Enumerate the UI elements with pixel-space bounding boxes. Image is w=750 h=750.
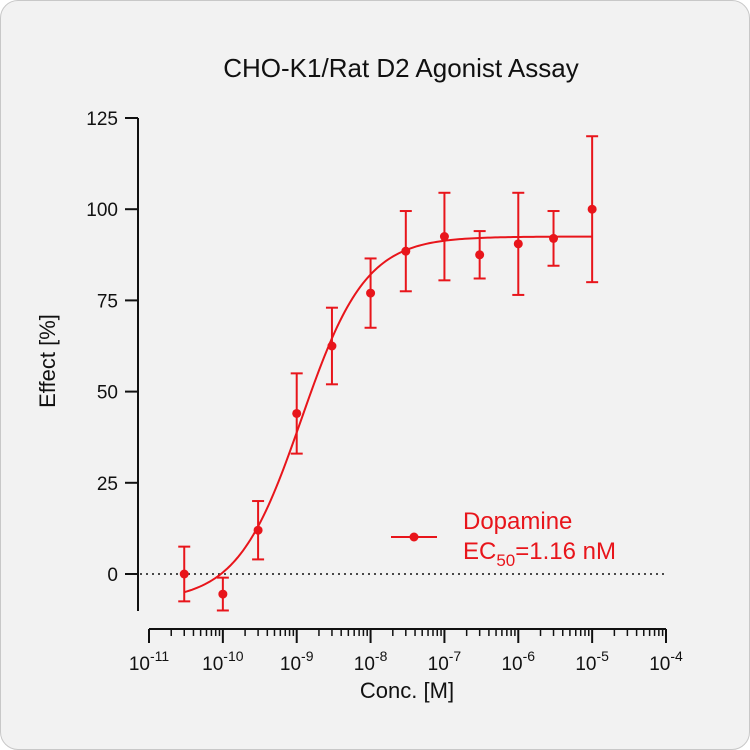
data-point (475, 250, 485, 260)
x-tick-exponent: -9 (301, 648, 314, 664)
y-tick-label: 25 (97, 474, 118, 495)
x-tick-exponent: -7 (449, 648, 462, 664)
data-point (366, 288, 376, 298)
x-axis-label: Conc. [M] (360, 678, 454, 703)
x-tick-exponent: -10 (223, 648, 243, 664)
x-tick-base: 10 (354, 654, 375, 675)
x-tick-base: 10 (280, 654, 301, 675)
x-tick-base: 10 (649, 654, 670, 675)
data-point (439, 232, 449, 242)
legend-series-name: Dopamine (463, 508, 572, 535)
data-point (549, 233, 559, 243)
x-tick-label: 10-9 (280, 648, 314, 675)
legend: Dopamine EC50=1.16 nM (391, 508, 616, 570)
x-tick-label: 10-5 (575, 648, 609, 675)
x-tick-label: 10-11 (129, 648, 170, 675)
fit-curve (183, 235, 593, 594)
x-tick-base: 10 (129, 654, 150, 675)
data-point (327, 341, 337, 351)
data-point (179, 569, 189, 579)
x-tick-label: 10-4 (649, 648, 683, 675)
y-tick-label: 125 (86, 109, 118, 130)
x-tick-base: 10 (428, 654, 449, 675)
chart-title: CHO-K1/Rat D2 Agonist Assay (223, 53, 578, 83)
y-tick-label: 100 (86, 200, 118, 221)
y-tick-label: 0 (107, 565, 118, 586)
data-point (253, 525, 263, 535)
x-tick-label: 10-8 (354, 648, 388, 675)
data-point (292, 408, 302, 418)
data-point (218, 589, 228, 599)
x-tick-base: 10 (575, 654, 596, 675)
x-tick-exponent: -4 (670, 648, 683, 664)
x-tick-exponent: -8 (375, 648, 388, 664)
x-tick-exponent: -6 (523, 648, 536, 664)
y-tick-label: 50 (97, 383, 118, 404)
data-point (513, 239, 523, 249)
legend-ec50-prefix: EC (463, 538, 496, 565)
legend-ec50-value: =1.16 nM (515, 538, 616, 565)
x-tick-base: 10 (501, 654, 522, 675)
x-tick-label: 10-7 (428, 648, 462, 675)
y-tick-label: 75 (97, 291, 118, 312)
y-axis-label: Effect [%] (35, 314, 60, 408)
x-tick-label: 10-10 (202, 648, 244, 675)
legend-ec50-subscript: 50 (496, 551, 515, 570)
data-point (587, 204, 597, 214)
x-tick-base: 10 (202, 654, 223, 675)
data-point (401, 246, 411, 256)
legend-ec50: EC50=1.16 nM (463, 538, 616, 570)
x-tick-label: 10-6 (501, 648, 535, 675)
x-tick-exponent: -5 (596, 648, 609, 664)
legend-marker (409, 532, 419, 542)
x-tick-exponent: -11 (150, 648, 169, 664)
